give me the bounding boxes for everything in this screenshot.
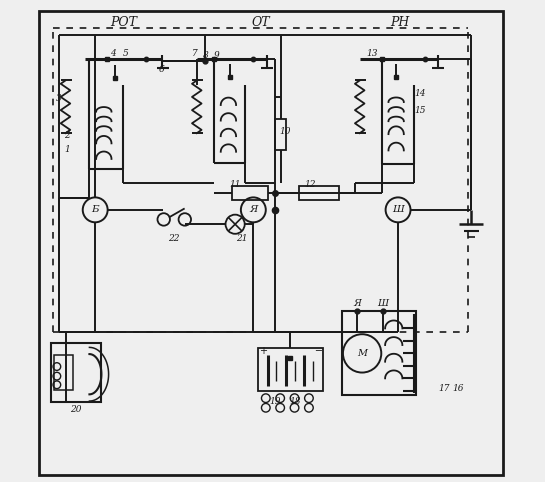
Text: М: М	[357, 349, 367, 358]
Text: 11: 11	[229, 180, 241, 189]
Text: 3: 3	[56, 94, 61, 103]
Text: РН: РН	[390, 16, 409, 29]
Bar	[258, 348, 323, 390]
Text: 8: 8	[203, 51, 208, 60]
Text: 9: 9	[214, 51, 220, 60]
Text: 1: 1	[64, 146, 70, 154]
Text: 4: 4	[111, 49, 116, 58]
Text: 21: 21	[235, 234, 247, 243]
Bar	[299, 187, 338, 200]
Bar	[54, 355, 73, 389]
Text: 6: 6	[159, 65, 164, 74]
Text: 15: 15	[414, 106, 426, 115]
Text: +: +	[259, 346, 267, 356]
Text: 7: 7	[192, 49, 198, 58]
Bar	[342, 311, 416, 395]
Text: Я: Я	[249, 205, 258, 214]
Text: 18: 18	[290, 397, 301, 406]
Bar	[275, 119, 286, 150]
Text: 12: 12	[304, 180, 316, 189]
Text: 22: 22	[168, 234, 180, 243]
Text: 16: 16	[453, 384, 464, 393]
Text: РОТ: РОТ	[111, 16, 137, 29]
Text: Ш: Ш	[377, 299, 388, 308]
Text: ─: ─	[315, 346, 321, 356]
Text: 5: 5	[123, 49, 129, 58]
Text: 14: 14	[414, 89, 426, 98]
Text: 2: 2	[64, 131, 70, 140]
Text: 17: 17	[438, 384, 450, 393]
Text: 20: 20	[70, 405, 82, 414]
Bar	[232, 187, 268, 200]
Text: 13: 13	[366, 49, 378, 58]
Text: ОТ: ОТ	[251, 16, 270, 29]
Text: Б: Б	[92, 205, 99, 214]
Text: Ш: Ш	[392, 205, 404, 214]
Text: Я: Я	[353, 299, 361, 308]
Text: 10: 10	[280, 127, 291, 136]
Bar	[51, 343, 101, 402]
Text: 19: 19	[269, 397, 281, 406]
